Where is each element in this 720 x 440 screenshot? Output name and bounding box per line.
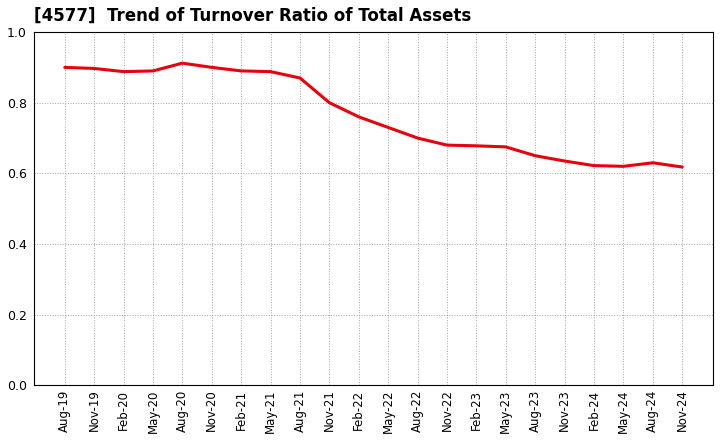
Text: [4577]  Trend of Turnover Ratio of Total Assets: [4577] Trend of Turnover Ratio of Total …: [34, 7, 471, 25]
